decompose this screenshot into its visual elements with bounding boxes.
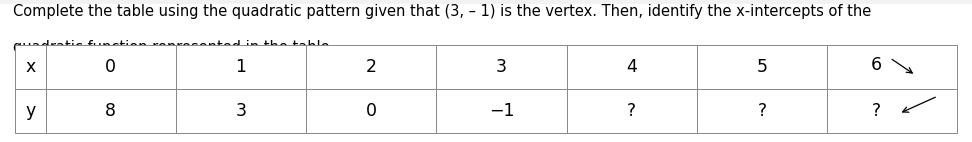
Text: −1: −1 — [489, 103, 514, 120]
Bar — [176, 45, 306, 89]
Text: 6: 6 — [871, 56, 883, 74]
Text: 8: 8 — [105, 103, 117, 120]
Bar — [306, 89, 436, 133]
Text: 3: 3 — [496, 59, 507, 76]
Bar — [827, 89, 957, 133]
Text: quadratic function represented in the table.: quadratic function represented in the ta… — [13, 40, 334, 55]
Text: 0: 0 — [365, 103, 377, 120]
Bar — [697, 45, 827, 89]
Bar — [567, 45, 697, 89]
Text: Complete the table using the quadratic pattern given that (3, – 1) is the vertex: Complete the table using the quadratic p… — [13, 4, 871, 19]
Text: ?: ? — [872, 103, 882, 120]
Text: x: x — [25, 59, 35, 76]
Text: 3: 3 — [235, 103, 247, 120]
Text: 0: 0 — [105, 59, 117, 76]
Bar — [827, 45, 957, 89]
Text: y: y — [25, 103, 35, 120]
Bar — [436, 89, 567, 133]
Bar — [15, 89, 46, 133]
Bar — [46, 45, 176, 89]
Text: 4: 4 — [626, 59, 638, 76]
Text: ?: ? — [757, 103, 767, 120]
Text: 2: 2 — [365, 59, 377, 76]
Bar — [567, 89, 697, 133]
Bar — [46, 89, 176, 133]
Bar — [15, 45, 46, 89]
Text: 1: 1 — [235, 59, 247, 76]
Bar — [436, 45, 567, 89]
Bar — [697, 89, 827, 133]
Bar — [306, 45, 436, 89]
Text: ?: ? — [627, 103, 637, 120]
Text: 5: 5 — [756, 59, 768, 76]
Bar — [176, 89, 306, 133]
